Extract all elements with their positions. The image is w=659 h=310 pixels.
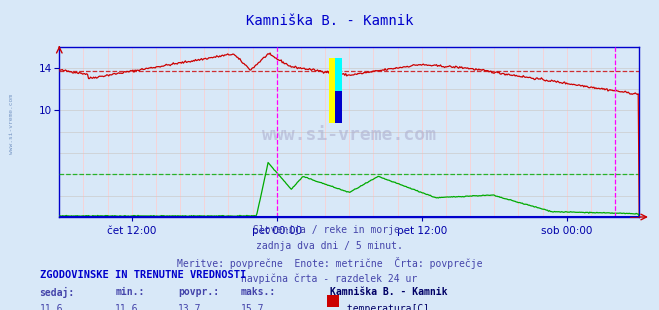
Text: maks.:: maks.:: [241, 287, 275, 297]
Text: www.si-vreme.com: www.si-vreme.com: [262, 126, 436, 144]
Text: sedaj:: sedaj:: [40, 287, 74, 298]
Bar: [335, 58, 342, 91]
Text: ZGODOVINSKE IN TRENUTNE VREDNOSTI: ZGODOVINSKE IN TRENUTNE VREDNOSTI: [40, 270, 246, 280]
Text: zadnja dva dni / 5 minut.: zadnja dva dni / 5 minut.: [256, 241, 403, 251]
Bar: [335, 91, 342, 123]
Text: 15,7: 15,7: [241, 304, 264, 310]
Text: 11,6: 11,6: [40, 304, 63, 310]
Text: min.:: min.:: [115, 287, 145, 297]
Text: 11,6: 11,6: [115, 304, 139, 310]
Text: navpična črta - razdelek 24 ur: navpična črta - razdelek 24 ur: [241, 273, 418, 284]
Text: www.si-vreme.com: www.si-vreme.com: [9, 94, 14, 154]
Text: Slovenija / reke in morje.: Slovenija / reke in morje.: [253, 225, 406, 235]
Text: Kamniška B. - Kamnik: Kamniška B. - Kamnik: [246, 14, 413, 28]
Text: temperatura[C]: temperatura[C]: [341, 304, 430, 310]
Text: 13,7: 13,7: [178, 304, 202, 310]
Text: povpr.:: povpr.:: [178, 287, 219, 297]
Bar: [329, 58, 342, 123]
Text: Kamniška B. - Kamnik: Kamniška B. - Kamnik: [330, 287, 447, 297]
Text: Meritve: povprečne  Enote: metrične  Črta: povprečje: Meritve: povprečne Enote: metrične Črta:…: [177, 257, 482, 269]
